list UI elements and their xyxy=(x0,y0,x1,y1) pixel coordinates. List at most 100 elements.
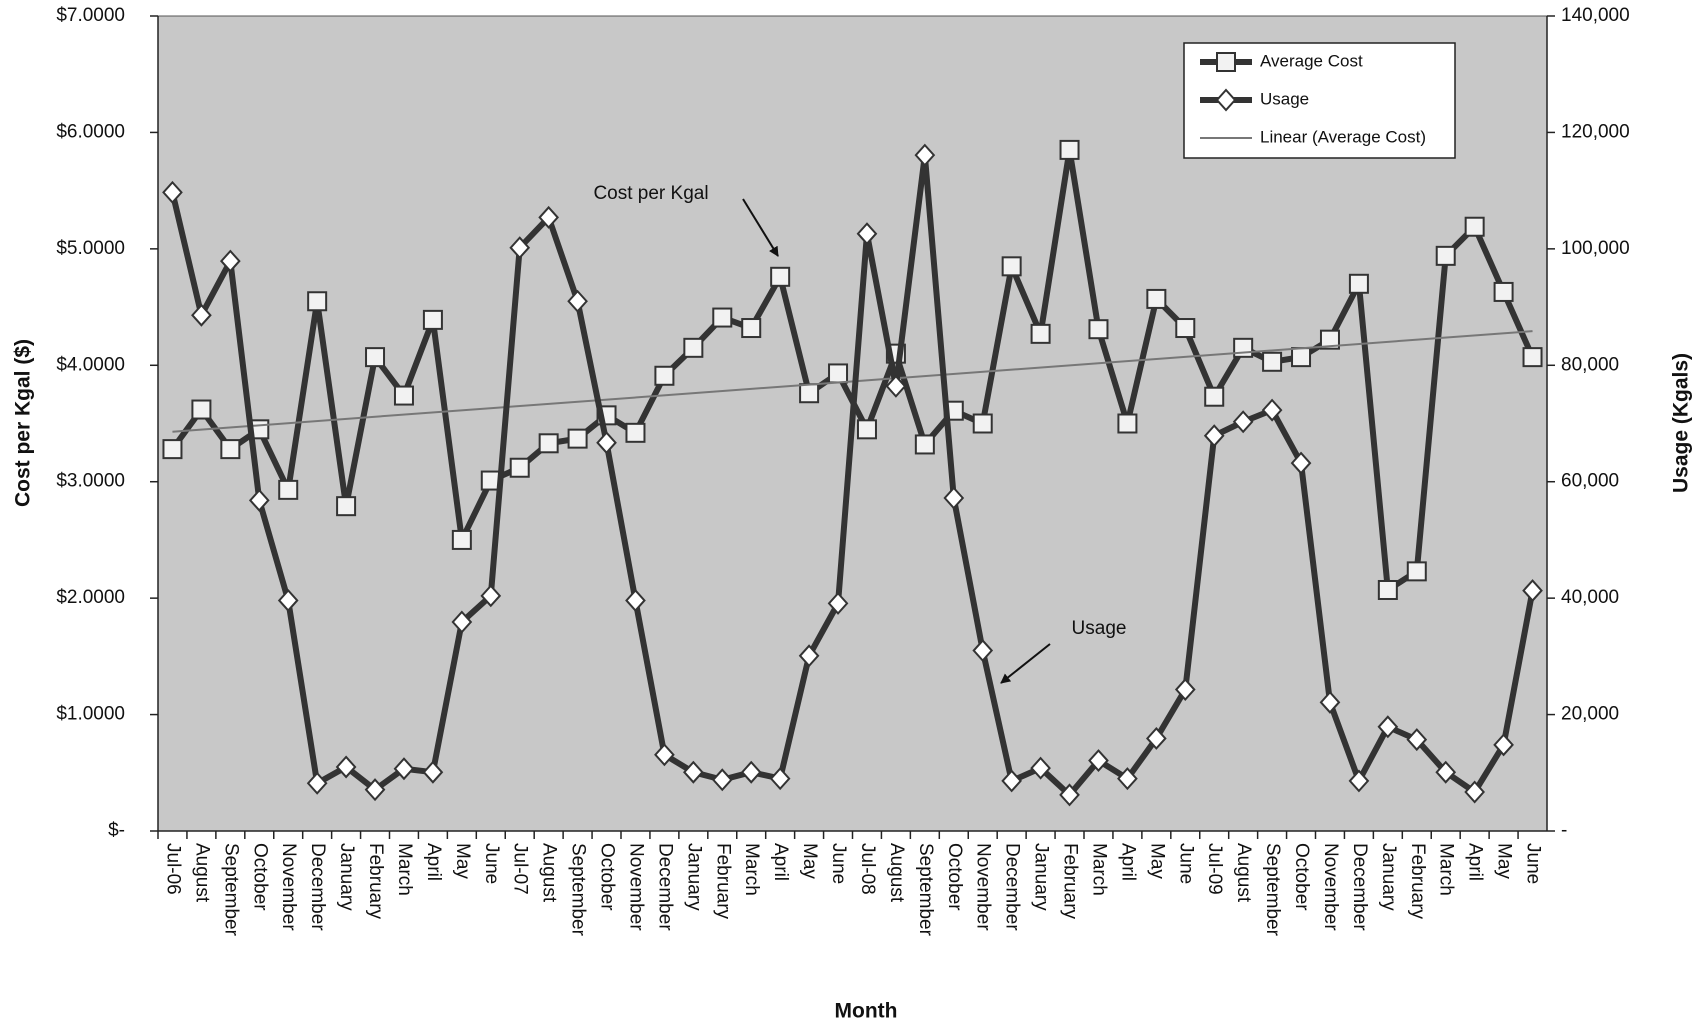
point xyxy=(1117,413,1138,434)
point xyxy=(1290,451,1312,475)
point xyxy=(336,496,357,517)
point xyxy=(740,760,762,784)
x-tick-label: February xyxy=(1060,843,1081,920)
legend-label: Average Cost xyxy=(1260,51,1363,70)
y2-tick-label: 20,000 xyxy=(1561,704,1619,725)
point xyxy=(567,289,588,313)
x-tick-label: March xyxy=(741,843,762,896)
point xyxy=(683,337,704,358)
y-tick-label: $3.0000 xyxy=(56,471,125,492)
point xyxy=(654,365,675,386)
point xyxy=(306,771,328,795)
point xyxy=(1464,780,1486,804)
x-tick-label: December xyxy=(654,843,675,931)
x-tick-label: December xyxy=(307,843,328,931)
point xyxy=(451,529,472,550)
point xyxy=(1348,769,1370,793)
x-axis-title: Month xyxy=(835,1000,898,1023)
point xyxy=(1261,398,1283,422)
point xyxy=(1030,323,1051,344)
point xyxy=(365,347,386,368)
x-tick-label: August xyxy=(1233,843,1254,903)
legend-label: Usage xyxy=(1260,89,1309,108)
point xyxy=(741,318,762,339)
point xyxy=(827,591,849,615)
point xyxy=(1435,245,1456,266)
y2-tick-label: - xyxy=(1561,820,1567,841)
point xyxy=(914,434,935,455)
y2-tick-label: 140,000 xyxy=(1561,5,1630,26)
x-tick-label: October xyxy=(597,843,618,911)
point xyxy=(1117,767,1138,791)
y-tick-label: $- xyxy=(108,820,125,841)
x-tick-label: November xyxy=(625,843,646,931)
x-tick-label: November xyxy=(278,843,299,931)
x-tick-label: December xyxy=(1002,843,1023,931)
point xyxy=(1175,318,1196,339)
y-tick-label: $4.0000 xyxy=(56,354,125,375)
legend: Average Cost Usage Linear (Average Cost) xyxy=(1183,42,1456,159)
point xyxy=(711,768,733,792)
point xyxy=(1203,424,1225,448)
y-axis-title: Cost per Kgal ($) xyxy=(12,339,35,507)
point xyxy=(914,143,936,167)
point xyxy=(1145,726,1167,750)
point xyxy=(1232,410,1254,434)
x-tick-label: Jul-09 xyxy=(1204,843,1225,895)
point xyxy=(162,180,183,204)
x-tick-label: October xyxy=(1291,843,1312,911)
point xyxy=(1348,273,1369,294)
point xyxy=(1493,281,1514,302)
point xyxy=(1522,347,1543,368)
x-tick-label: August xyxy=(191,843,212,903)
point xyxy=(1204,386,1225,407)
point xyxy=(1001,769,1023,793)
point xyxy=(769,767,791,791)
point xyxy=(943,486,965,510)
point xyxy=(1464,216,1485,237)
point xyxy=(1215,88,1237,112)
point xyxy=(856,419,877,440)
y-tick-label: $2.0000 xyxy=(56,587,125,608)
x-tick-label: January xyxy=(683,843,704,911)
annotation-arrow xyxy=(742,198,779,257)
x-tick-label: January xyxy=(336,843,357,911)
point xyxy=(1291,347,1312,368)
point xyxy=(567,428,588,449)
point xyxy=(712,307,733,328)
x-tick-label: December xyxy=(1349,843,1370,931)
x-tick-label: March xyxy=(1088,843,1109,896)
point xyxy=(1493,733,1514,757)
x-tick-label: August xyxy=(886,843,907,903)
y2-tick-label: 120,000 xyxy=(1561,121,1630,142)
point xyxy=(248,488,270,512)
x-tick-label: September xyxy=(568,843,589,937)
point xyxy=(191,303,212,327)
annotation-arrow xyxy=(1000,643,1051,684)
point xyxy=(654,743,675,767)
point xyxy=(625,422,646,443)
y2-tick-label: 40,000 xyxy=(1561,587,1619,608)
x-tick-label: October xyxy=(944,843,965,911)
x-tick-label: September xyxy=(915,843,936,937)
x-tick-label: March xyxy=(394,843,415,896)
point xyxy=(509,457,530,478)
y-tick-label: $7.0000 xyxy=(56,5,125,26)
x-tick-label: February xyxy=(365,843,386,920)
point xyxy=(828,363,849,384)
point xyxy=(770,266,791,287)
point xyxy=(219,249,241,273)
series xyxy=(162,143,1543,807)
point xyxy=(220,439,241,460)
point xyxy=(162,439,183,460)
point xyxy=(393,757,415,781)
point xyxy=(364,778,386,802)
point xyxy=(1001,256,1022,277)
point xyxy=(538,205,560,229)
x-tick-label: June xyxy=(1175,843,1196,884)
x-tick-label: May xyxy=(1494,843,1515,879)
x-tick-label: November xyxy=(1320,843,1341,931)
point xyxy=(1088,319,1109,340)
point xyxy=(1088,749,1109,773)
